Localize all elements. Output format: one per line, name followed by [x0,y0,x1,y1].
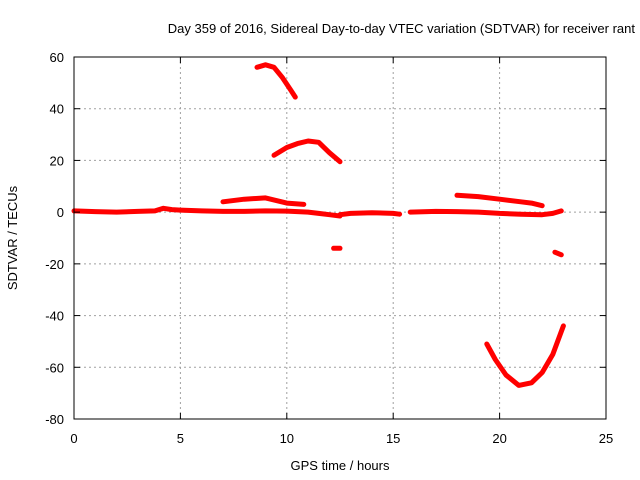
y-tick-label: -20 [45,257,64,272]
series-fragment-b [552,249,564,258]
x-tick-label: 25 [599,431,613,446]
x-tick-label: 0 [70,431,77,446]
y-tick-label: 0 [57,205,64,220]
series-arc-midday [220,195,307,207]
y-tick-label: 40 [50,102,64,117]
plot-frame [73,56,607,420]
series-arc-mid [271,138,343,165]
y-tick-label: 20 [50,153,64,168]
chart-title: Day 359 of 2016, Sidereal Day-to-day VTE… [168,21,636,36]
series-layer [71,62,566,388]
series-baseline-2 [337,210,403,218]
grid [74,57,606,419]
x-tick-label: 20 [492,431,506,446]
x-tick-label: 10 [280,431,294,446]
y-tick-label: -80 [45,412,64,427]
ticks [73,56,607,420]
series-arc-high [254,62,298,100]
x-tick-label: 5 [177,431,184,446]
y-tick-label: -40 [45,309,64,324]
x-tick-labels: 0 5 10 15 20 25 [70,431,613,446]
series-baseline-1 [71,205,343,219]
x-tick-label: 15 [386,431,400,446]
y-tick-label: 60 [50,50,64,65]
series-arc-evening [454,192,545,209]
y-tick-label: -60 [45,360,64,375]
series-arc-low [484,323,566,388]
y-tick-labels: -80 -60 -40 -20 0 20 40 60 [45,50,64,427]
x-axis-label: GPS time / hours [291,458,390,473]
y-axis-label: SDTVAR / TECUs [5,185,20,290]
series-baseline-3 [407,208,564,218]
